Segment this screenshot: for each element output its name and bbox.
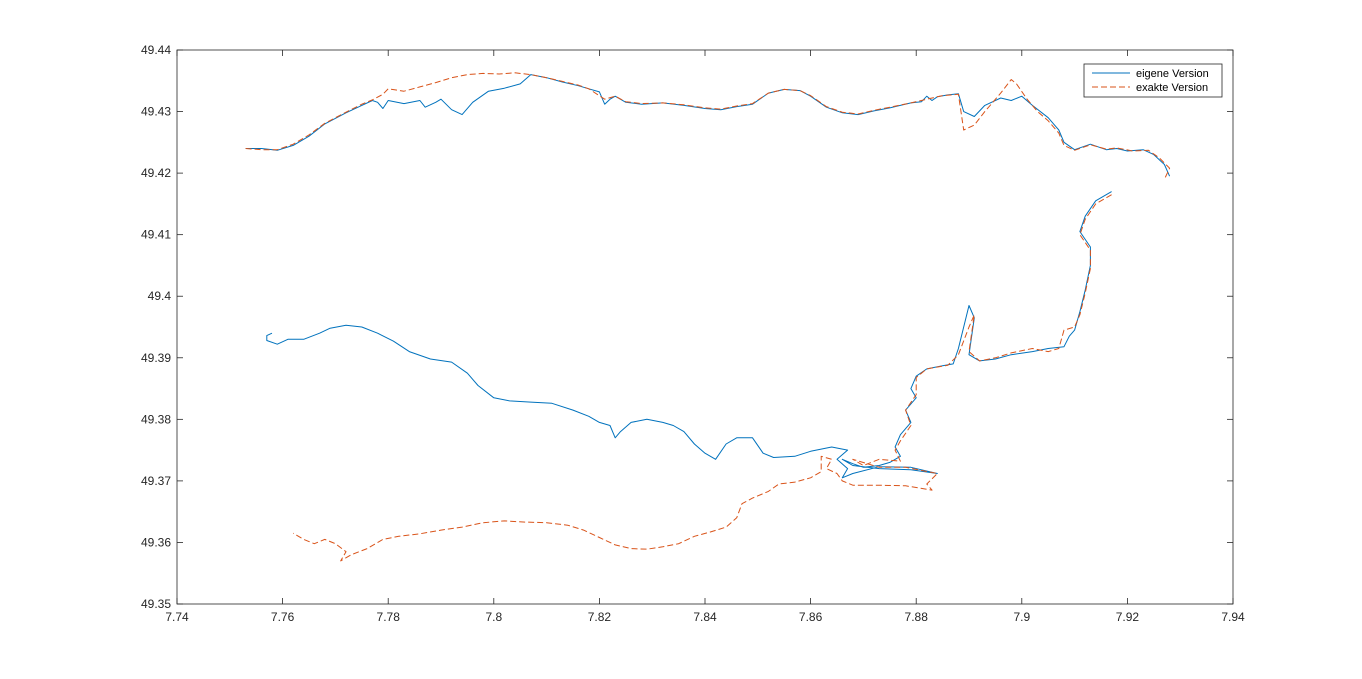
x-tick-label: 7.82: [588, 610, 612, 624]
y-tick-label: 49.4: [148, 289, 172, 303]
x-tick-label: 7.94: [1221, 610, 1245, 624]
y-tick-label: 49.37: [141, 474, 171, 488]
y-tick-label: 49.43: [141, 105, 171, 119]
ticks-layer: 7.74 7.76 7.78 7.8 7.82 7.84 7.86 7.88 7.9 7.92 7.…: [141, 43, 1245, 624]
legend-label-2: exakte Version: [1136, 82, 1208, 94]
x-tick-label: 7.74: [165, 610, 189, 624]
legend-box: [1083, 63, 1223, 98]
y-tick-label: 49.41: [141, 228, 171, 242]
y-tick-label: 49.42: [141, 166, 171, 180]
plot-area-border: [176, 49, 1234, 605]
legend-label-1: eigene Version: [1136, 68, 1209, 80]
y-tick-label: 49.36: [141, 535, 171, 549]
y-tick-label: 49.39: [141, 351, 171, 365]
y-tick-label: 49.38: [141, 412, 171, 426]
y-tick-label: 49.35: [141, 597, 171, 611]
x-tick-label: 7.88: [905, 610, 929, 624]
x-tick-label: 7.9: [1013, 610, 1030, 624]
series-2-segment-1: [245, 72, 1171, 180]
x-tick-label: 7.8: [485, 610, 502, 624]
series-2-segment-2: [292, 194, 1112, 562]
legend: eigene Version exakte Version: [1083, 63, 1223, 98]
x-tick-label: 7.92: [1116, 610, 1140, 624]
series-layer: [245, 72, 1171, 562]
plot-area-background: [177, 50, 1233, 604]
x-tick-label: 7.76: [271, 610, 295, 624]
x-tick-label: 7.86: [799, 610, 823, 624]
x-tick-label: 7.84: [693, 610, 717, 624]
x-tick-label: 7.78: [377, 610, 401, 624]
y-tick-label: 49.44: [141, 43, 171, 57]
series-1-segment-1: [245, 74, 1171, 177]
